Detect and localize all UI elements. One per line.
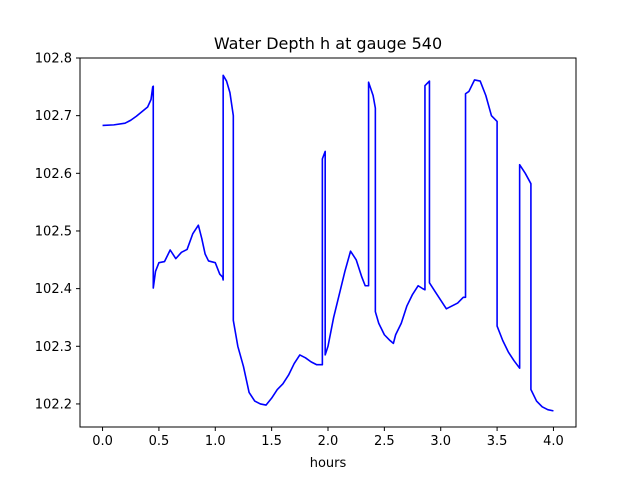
- series-line-0: [102, 74, 554, 412]
- x-tick-label: 1.0: [205, 434, 226, 449]
- x-tick-label: 3.5: [487, 434, 508, 449]
- y-tick-label: 102.8: [35, 52, 72, 67]
- x-axis-label: hours: [310, 456, 347, 471]
- y-tick-label: 102.5: [35, 224, 72, 239]
- y-tick-label: 102.4: [35, 282, 72, 297]
- x-tick-label: 3.0: [430, 434, 451, 449]
- chart-title: Water Depth h at gauge 540: [214, 34, 442, 53]
- x-tick-label: 0.5: [149, 434, 170, 449]
- y-tick-label: 102.7: [35, 109, 72, 124]
- x-tick-label: 0.0: [92, 434, 113, 449]
- x-tick-label: 4.0: [543, 434, 564, 449]
- x-tick-label: 2.5: [374, 434, 395, 449]
- x-tick-label: 2.0: [318, 434, 339, 449]
- plot-area: 0.0 0.5 1.0 1.5 2.0 2.5 3.0 3.5 4.0 102.2 102.3 102…: [35, 52, 577, 449]
- y-tick-label: 102.2: [35, 397, 72, 412]
- y-tick-label: 102.3: [35, 340, 72, 355]
- x-tick-label: 1.5: [261, 434, 282, 449]
- y-tick-label: 102.6: [35, 167, 72, 182]
